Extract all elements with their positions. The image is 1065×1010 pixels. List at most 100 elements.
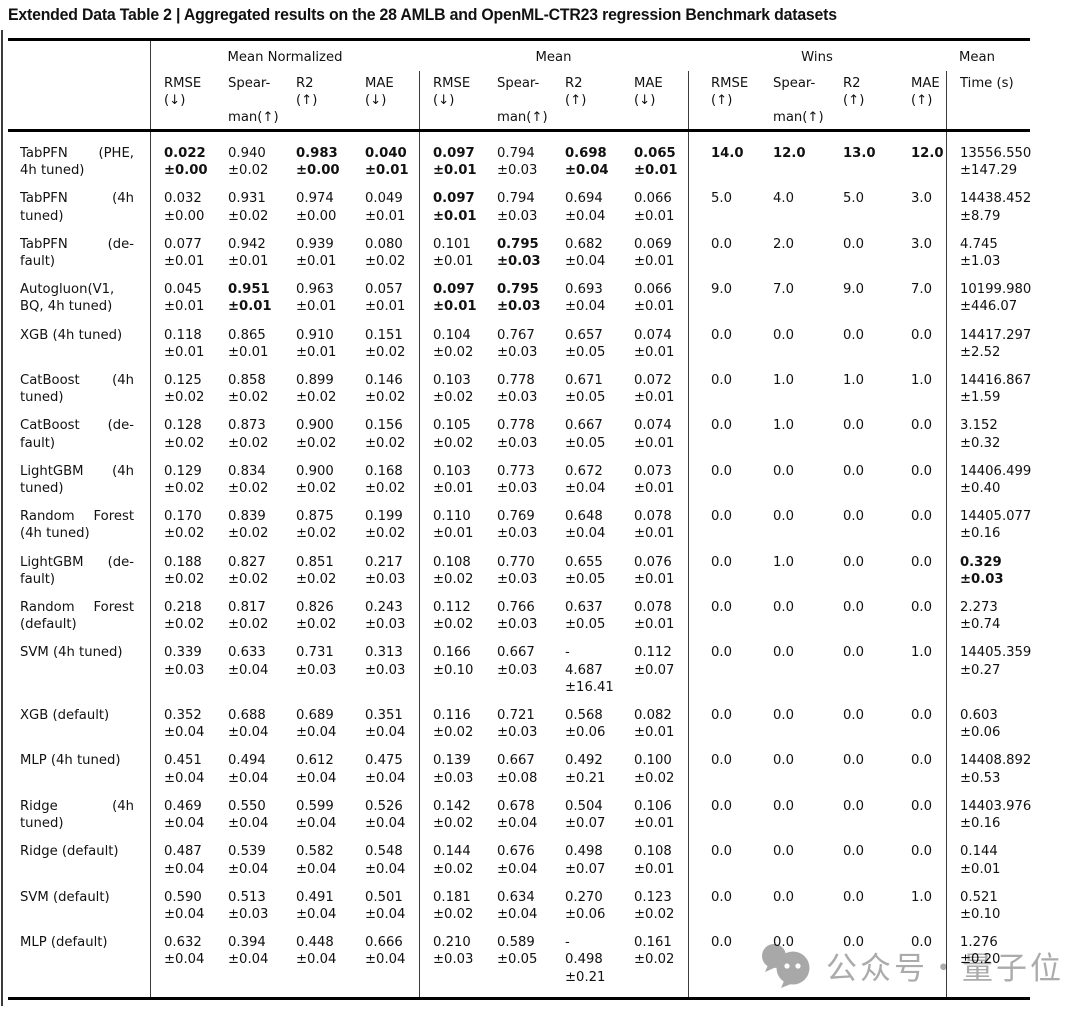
value-line: 0.873 <box>228 418 266 434</box>
value-line: ±0.02 <box>296 617 337 633</box>
value-cell: 0.0 <box>688 843 751 889</box>
value-line: 0.0 <box>773 708 794 724</box>
model-name: Ridge (default) <box>8 843 150 888</box>
value-cell: 0.550 ±0.04 <box>215 798 283 843</box>
value-line: ±0.05 <box>565 571 606 587</box>
value-line: ±0.03 <box>497 725 538 741</box>
value-line: 0.778 <box>497 373 535 389</box>
value-cell: 0.116 ±0.02 <box>419 707 484 753</box>
value-line: ±0.06 <box>960 725 1001 741</box>
value-cell: 0.069 ±0.01 <box>621 236 688 281</box>
model-line: fault) <box>20 571 56 587</box>
model-line: fault) <box>20 254 56 270</box>
value-line: 0.501 <box>365 889 403 905</box>
value-line: 3.0 <box>911 236 932 252</box>
value-cell: 0.188 ±0.02 <box>150 553 215 600</box>
value-cell: 0.0 <box>821 798 889 843</box>
value-line: ±0.27 <box>960 662 1001 678</box>
value-line: 0.826 <box>296 600 334 616</box>
value-line: 14408.892 <box>960 753 1032 769</box>
subheader-line: MAE <box>634 76 663 91</box>
value-line: ±0.04 <box>565 208 606 224</box>
model-line: SVM (default) <box>20 889 110 905</box>
value-line: ±0.02 <box>228 390 269 406</box>
subheader-line: MAE <box>911 76 940 91</box>
model-word: (4h <box>112 798 134 814</box>
value-line: 0.794 <box>497 146 535 161</box>
value-cell: 7.0 <box>751 281 821 326</box>
value-cell: 14417.297 ±2.52 <box>946 326 1058 373</box>
value-line: 0.633 <box>228 645 266 661</box>
value-cell: 0.270 ±0.06 <box>552 889 621 934</box>
value-cell: 0.217 ±0.03 <box>352 554 419 599</box>
value-line: ±0.20 <box>960 952 1001 968</box>
value-line: 2.0 <box>773 236 794 252</box>
value-line: ±0.03 <box>497 163 538 179</box>
value-cell: 0.104 ±0.02 <box>419 326 484 373</box>
value-line: 0.834 <box>228 463 266 479</box>
value-line: ±0.01 <box>433 208 477 224</box>
value-line: 2.273 <box>960 600 998 616</box>
value-cell: 0.795 ±0.03 <box>484 281 552 326</box>
value-cell: 0.0 <box>751 889 821 934</box>
value-line: ±0.03 <box>960 571 1004 587</box>
value-line: ±0.74 <box>960 617 1001 633</box>
value-cell: 1.276 ±0.20 <box>946 934 1058 997</box>
value-cell: 14405.077 ±0.16 <box>946 508 1058 554</box>
group-wins: Wins <box>801 50 833 65</box>
value-line: ±0.32 <box>960 435 1001 451</box>
value-line: 0.0 <box>773 798 794 814</box>
value-line: ±8.79 <box>960 208 1001 224</box>
value-cell: 0.076 ±0.01 <box>621 554 688 599</box>
value-line: 0.125 <box>164 373 202 389</box>
value-line: ±0.02 <box>433 861 474 877</box>
value-line: 3.0 <box>911 191 932 207</box>
value-cell: 0.731 ±0.03 <box>283 644 352 707</box>
value-cell: 0.073 ±0.01 <box>621 463 688 508</box>
value-line: 0.865 <box>228 327 266 343</box>
value-cell: 14405.359 ±0.27 <box>946 644 1058 708</box>
value-line: 4.0 <box>773 191 794 207</box>
model-name: Autogluon(V1, BQ, 4h tuned) <box>8 281 150 326</box>
value-cell: 7.0 <box>889 281 946 326</box>
subheader-line: MAE <box>365 76 394 91</box>
value-line: 0.112 <box>433 600 471 616</box>
value-cell: 0.022 ±0.00 <box>150 132 215 191</box>
value-line: ±0.03 <box>497 254 541 270</box>
value-line: 0.672 <box>565 463 603 479</box>
value-line: 0.243 <box>365 600 403 616</box>
value-cell: 0.066 ±0.01 <box>621 190 688 235</box>
value-cell: 0.129 ±0.02 <box>150 462 215 509</box>
value-line: 0.049 <box>365 191 403 207</box>
value-line: ±0.04 <box>296 725 337 741</box>
subheader-line <box>228 92 283 109</box>
value-line: 0.170 <box>164 509 202 525</box>
value-line: 0.0 <box>773 600 794 616</box>
value-line: 0.667 <box>497 753 535 769</box>
value-cell: 0.0 <box>889 417 946 462</box>
value-line: 0.0 <box>773 509 794 525</box>
value-line: 0.769 <box>497 509 535 525</box>
value-line: 0.910 <box>296 327 334 343</box>
value-line: ±0.04 <box>565 254 606 270</box>
model-name: MLP (4h tuned) <box>8 752 150 797</box>
value-cell: 0.097 ±0.01 <box>419 281 484 327</box>
value-line: - <box>565 935 570 951</box>
subheader-line: man(↑) <box>228 110 279 126</box>
value-cell: 0.0 <box>889 707 946 752</box>
value-line: ±0.04 <box>296 816 337 832</box>
value-cell: 0.689 ±0.04 <box>283 707 352 752</box>
value-cell: 0.983 ±0.00 <box>283 132 352 190</box>
value-line: ±0.02 <box>164 617 205 633</box>
value-line: ±0.10 <box>960 906 1001 922</box>
value-cell: 0.0 <box>751 327 821 372</box>
value-line: ±0.02 <box>228 208 269 224</box>
value-cell: 14416.867 ±1.59 <box>946 372 1058 418</box>
value-cell: 0.078 ±0.01 <box>621 599 688 644</box>
value-line: 0.0 <box>711 509 732 525</box>
subheader-line: RMSE <box>711 76 749 91</box>
value-line: ±0.02 <box>433 390 474 406</box>
value-line: ±0.01 <box>228 254 269 270</box>
value-line: 1.0 <box>773 554 794 570</box>
value-cell: 14403.976 ±0.16 <box>946 797 1058 844</box>
